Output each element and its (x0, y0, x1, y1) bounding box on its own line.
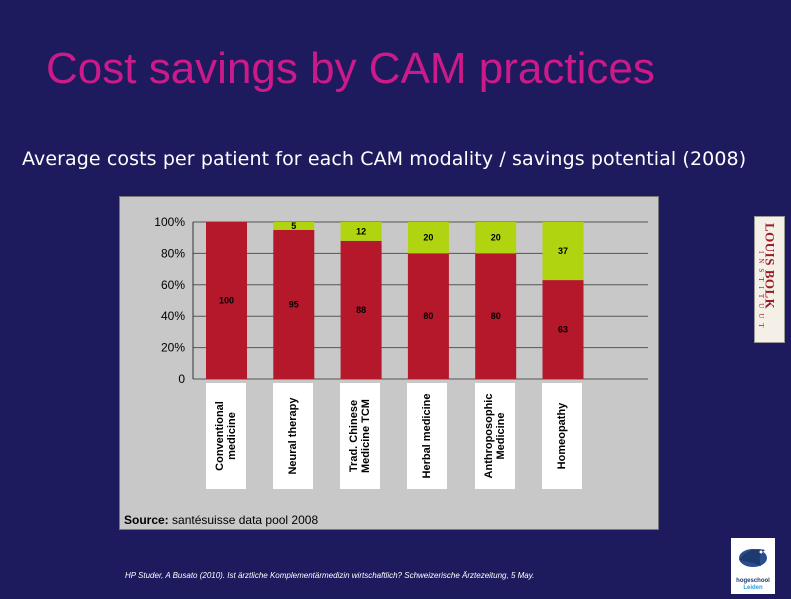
x-category-text-line: Conventional (213, 401, 226, 471)
x-category-text: Conventional medicine (214, 401, 238, 471)
chart-panel: 0 20% 40% 60% 80% 100% 100 5 95 12 88 20 80 20 80 37 63 … (119, 196, 659, 530)
x-category-label: Anthroposophic Medicine (474, 383, 515, 489)
x-category-text-line: Anthroposophic (482, 393, 495, 479)
y-tick-label: 20% (161, 341, 185, 355)
slide-title: Cost savings by CAM practices (46, 44, 655, 93)
louis-bolk-logo-text: LOUIS BOLK (762, 223, 778, 310)
stacked-bar-chart: 0 20% 40% 60% 80% 100% 100 5 95 12 88 20 80 20 80 37 63 (154, 215, 648, 386)
louis-bolk-logo-subtext: INSTITUUT (757, 251, 765, 333)
source-text: santésuisse data pool 2008 (168, 513, 319, 527)
y-tick-label: 0 (178, 372, 185, 386)
x-category-text: Neural therapy (287, 397, 299, 474)
x-category-label: Conventional medicine (205, 383, 246, 489)
bar-cost (407, 253, 449, 379)
source-line: Source: santésuisse data pool 2008 (124, 513, 318, 527)
x-category-text: Anthroposophic Medicine (483, 394, 507, 479)
x-category-text-line: Trad. Chinese (348, 399, 361, 473)
bar-cost (475, 253, 517, 379)
bar-cost (340, 240, 382, 379)
bar-savings (475, 222, 517, 254)
x-category-text: Homeopathy (556, 403, 568, 470)
x-category-label: Trad. Chinese Medicine TCM (340, 383, 381, 489)
source-label: Source: (124, 513, 169, 527)
cost-data-label: 63 (558, 325, 568, 335)
cost-data-label: 100 (219, 296, 234, 306)
x-category-text-line: Medicine TCM (360, 399, 373, 473)
hogeschool-bird-icon (739, 549, 767, 567)
x-category-label: Homeopathy (542, 383, 582, 489)
cost-data-label: 80 (491, 311, 501, 321)
slide-subtitle: Average costs per patient for each CAM m… (22, 148, 747, 170)
y-tick-label: 40% (161, 309, 185, 323)
cost-data-label: 88 (356, 305, 366, 315)
savings-data-label: 20 (423, 233, 433, 243)
x-category-text-line: medicine (225, 412, 238, 460)
x-category-text-line: Neural therapy (286, 397, 299, 475)
x-category-label: Herbal medicine (407, 383, 448, 489)
savings-data-label: 12 (356, 226, 366, 236)
louis-bolk-logo: LOUIS BOLK INSTITUUT (754, 216, 785, 343)
x-category-label: Neural therapy (272, 383, 313, 489)
footer-citation: HP Studer, A Busato (2010). Ist ärztlich… (125, 571, 535, 580)
x-category-text: Herbal medicine (421, 394, 433, 479)
y-tick-label: 100% (154, 215, 185, 229)
cost-data-label: 95 (289, 299, 299, 309)
bar-cost (206, 222, 247, 379)
savings-data-label: 20 (491, 233, 501, 243)
bar-savings (340, 222, 382, 241)
x-category-text: Trad. Chinese Medicine TCM (348, 399, 372, 473)
hogeschool-logo-line2: Leiden (743, 585, 763, 591)
bar-savings (407, 222, 449, 254)
y-tick-label: 60% (161, 278, 185, 292)
y-tick-label: 80% (161, 246, 185, 260)
cost-data-label: 80 (423, 311, 433, 321)
x-category-text-line: Herbal medicine (421, 393, 434, 479)
hogeschool-leiden-logo: hogeschool Leiden (731, 538, 775, 594)
savings-data-label: 37 (558, 246, 568, 256)
x-category-text-line: Homeopathy (556, 402, 568, 470)
bar-cost (542, 280, 584, 379)
hogeschool-logo-line1: hogeschool (736, 578, 770, 584)
x-category-text-line: Medicine (494, 412, 507, 460)
bar-savings (542, 222, 584, 281)
bar-cost (273, 229, 315, 379)
savings-data-label: 5 (291, 221, 296, 231)
bar-savings (273, 222, 315, 230)
